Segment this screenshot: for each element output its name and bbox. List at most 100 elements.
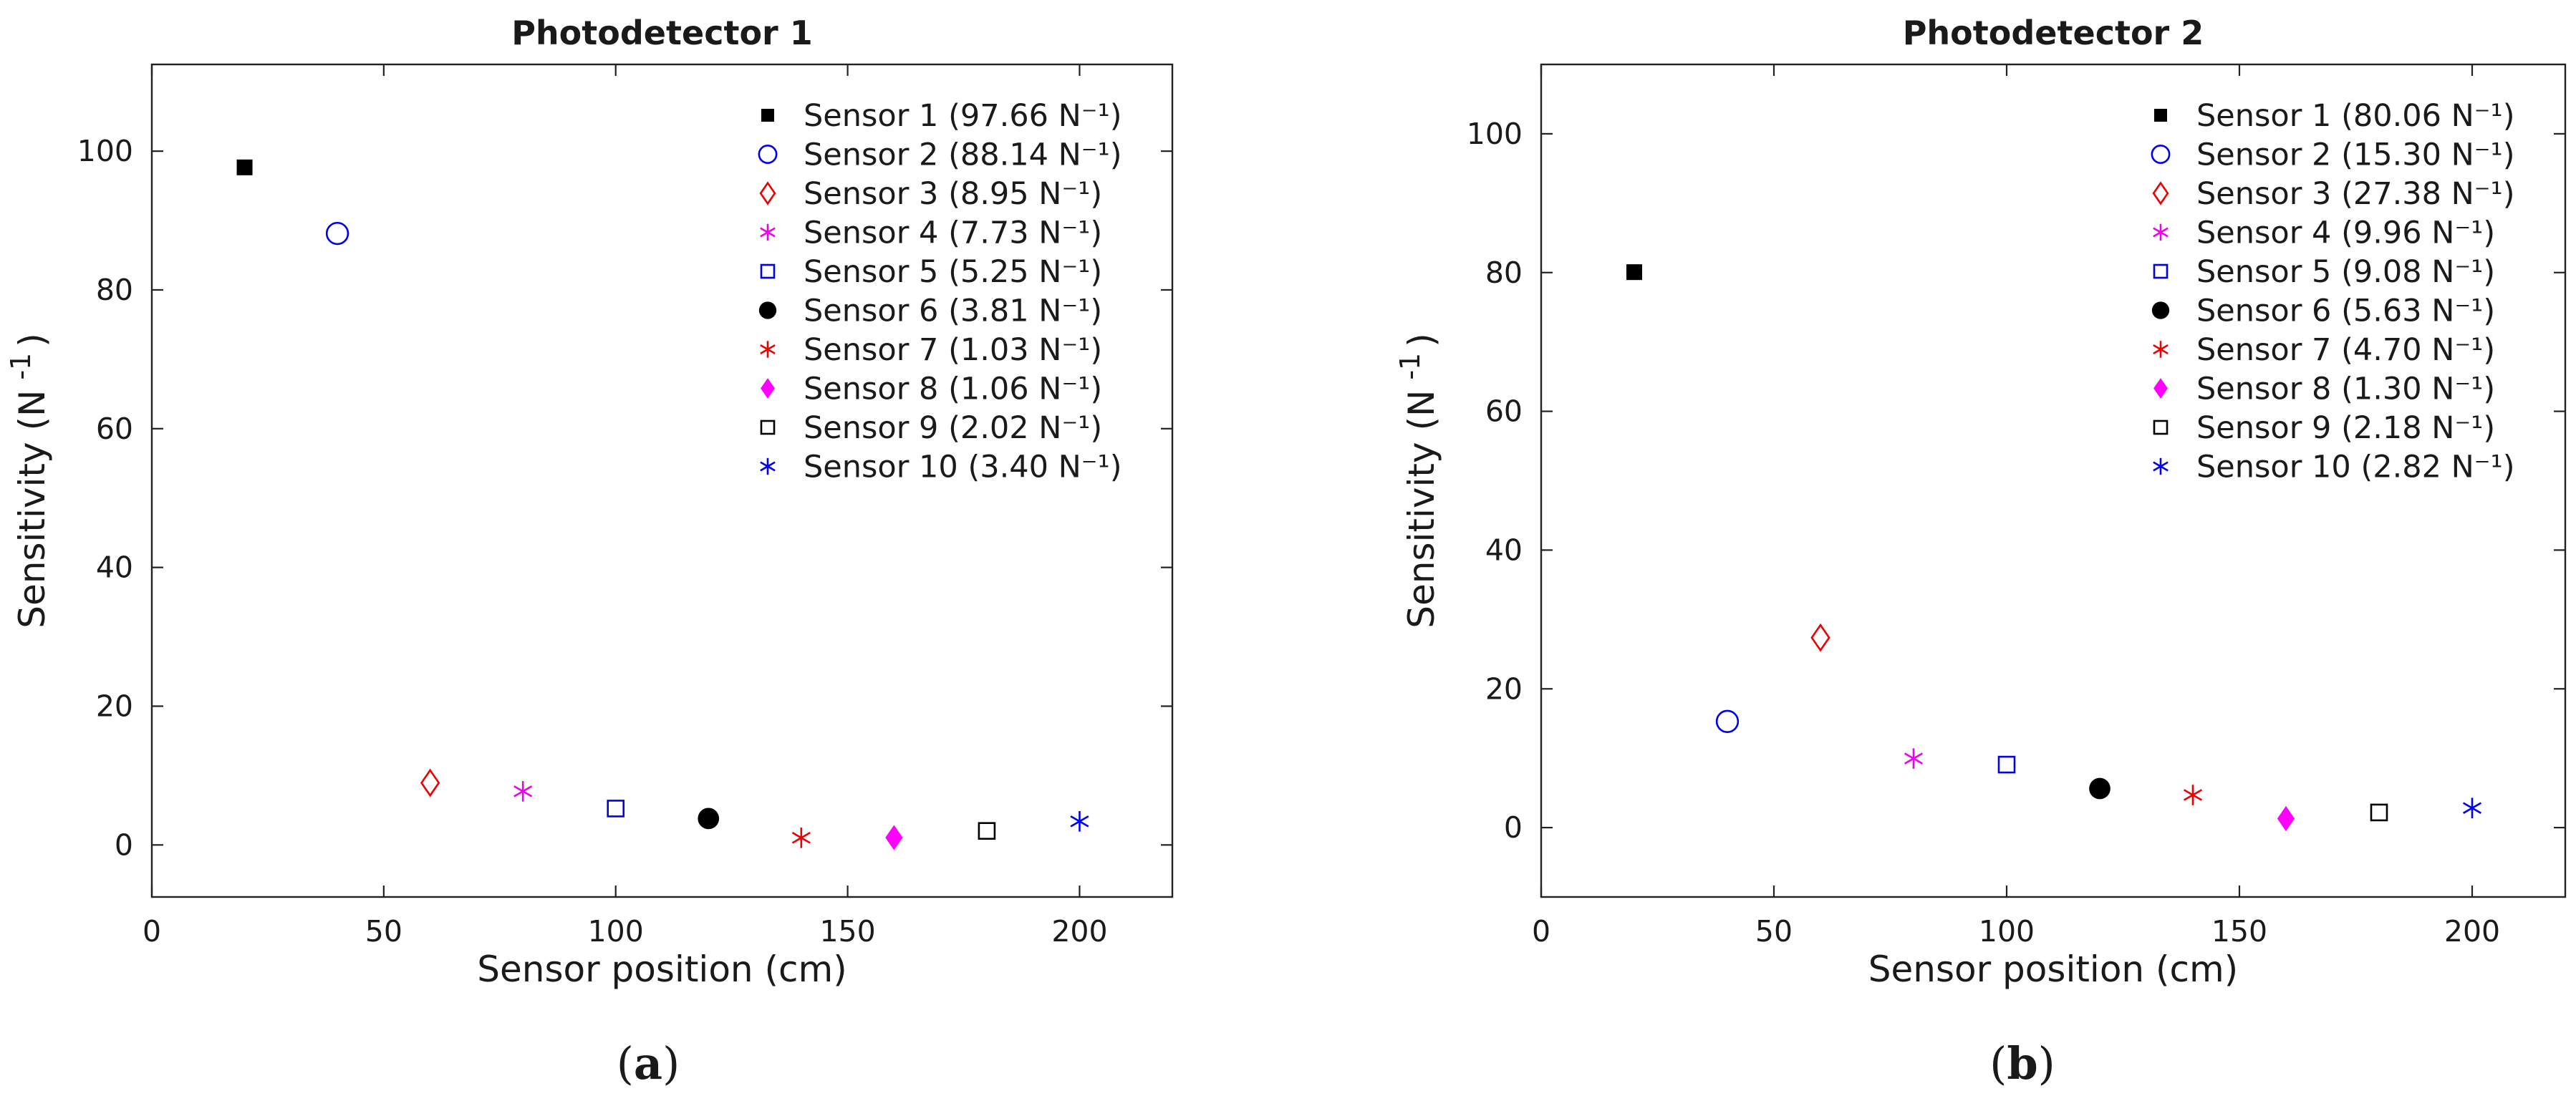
caption-letter: a — [634, 1037, 662, 1090]
diamond-shape — [420, 768, 440, 797]
data-point-sensor-7 — [2183, 785, 2203, 805]
circle-shape — [325, 221, 349, 246]
data-point-sensor-4 — [1904, 748, 1924, 769]
data-point-sensor-6 — [2089, 777, 2111, 800]
legend-marker-sensor-3 — [759, 181, 776, 205]
y-tick-label: 60 — [96, 412, 133, 446]
asterisk-stroke — [1904, 752, 1924, 765]
x-tick-label: 200 — [2444, 914, 2500, 949]
data-point-sensor-1 — [1626, 264, 1642, 281]
legend: Sensor 1 (97.66 N⁻¹)Sensor 2 (88.14 N⁻¹)… — [758, 98, 1122, 485]
square-shape — [1997, 755, 2016, 774]
legend-marker-sensor-3 — [2152, 181, 2169, 205]
legend-marker-sensor-10 — [2153, 457, 2169, 475]
asterisk-stroke — [513, 785, 533, 797]
legend-entry-sensor-1: Sensor 1 (80.06 N⁻¹) — [2196, 98, 2515, 134]
square-shape — [2370, 803, 2388, 822]
circle-shape — [1715, 709, 1740, 733]
legend-entry-sensor-3: Sensor 3 (27.38 N⁻¹) — [2196, 176, 2515, 212]
diamond-shape — [761, 378, 775, 399]
data-point-sensor-1 — [236, 159, 253, 175]
square-shape — [978, 822, 996, 840]
chart-panel-2: Photodetector 20 50 100 150 200020406080100S… — [1394, 14, 2567, 1090]
data-point-sensor-3 — [1810, 623, 1830, 652]
y-tick-label: 40 — [1485, 533, 1523, 567]
data-point-sensor-5 — [607, 800, 625, 818]
legend-entry-sensor-7: Sensor 7 (1.03 N⁻¹) — [804, 332, 1102, 368]
caption-open: ( — [1989, 1037, 2007, 1090]
y-tick-label: 40 — [96, 550, 133, 585]
y-tick-label: 80 — [96, 273, 133, 307]
diamond-shape — [2153, 378, 2168, 399]
legend-marker-sensor-9 — [760, 419, 776, 435]
data-point-sensor-2 — [325, 221, 349, 246]
plot-frame — [1540, 63, 2567, 898]
data-point-sensor-7 — [791, 828, 811, 848]
x-tick-label: 150 — [819, 914, 875, 949]
y-axis-label: Sensitivity (N -1) — [1394, 333, 1442, 629]
square-shape — [760, 419, 776, 435]
circle-shape — [2151, 301, 2170, 319]
asterisk-stroke — [1070, 815, 1089, 828]
legend-entry-sensor-8: Sensor 8 (1.30 N⁻¹) — [2196, 372, 2495, 407]
diamond-shape — [2277, 805, 2295, 832]
legend-entry-sensor-6: Sensor 6 (3.81 N⁻¹) — [804, 294, 1102, 329]
plot-frame — [150, 63, 1174, 898]
data-point-sensor-8 — [2277, 805, 2295, 832]
y-tick-label: 60 — [1485, 394, 1523, 429]
y-axis-label-superscript: -1 — [5, 353, 37, 380]
legend-entry-sensor-5: Sensor 5 (5.25 N⁻¹) — [804, 254, 1102, 290]
asterisk-stroke — [2153, 344, 2169, 354]
legend-marker-sensor-2 — [2151, 145, 2171, 164]
y-axis-label: Sensitivity (N -1) — [5, 333, 53, 629]
data-point-sensor-10 — [2462, 797, 2482, 819]
legend-entry-sensor-2: Sensor 2 (88.14 N⁻¹) — [804, 137, 1122, 173]
legend-entry-sensor-9: Sensor 9 (2.18 N⁻¹) — [2196, 410, 2495, 446]
legend-marker-sensor-6 — [2151, 301, 2170, 319]
y-tick-label: 80 — [1485, 256, 1523, 290]
legend-entry-sensor-6: Sensor 6 (5.63 N⁻¹) — [2196, 294, 2495, 329]
legend-entry-sensor-10: Sensor 10 (2.82 N⁻¹) — [2196, 450, 2515, 485]
circle-shape — [758, 301, 777, 319]
y-axis-label-superscript: -1 — [1394, 353, 1426, 380]
legend-marker-sensor-6 — [758, 301, 777, 319]
diamond-shape — [885, 825, 903, 850]
legend-entry-sensor-9: Sensor 9 (2.02 N⁻¹) — [804, 410, 1102, 446]
y-axis-label-close: ) — [11, 333, 53, 347]
y-tick-label: 0 — [115, 828, 133, 862]
data-point-sensor-9 — [2370, 803, 2388, 822]
circle-shape — [2151, 145, 2171, 164]
legend-entry-sensor-10: Sensor 10 (3.40 N⁻¹) — [804, 450, 1122, 485]
y-axis-label-main: Sensitivity (N — [11, 390, 53, 629]
legend-marker-sensor-8 — [761, 378, 775, 399]
circle-shape — [698, 807, 720, 830]
legend-marker-sensor-9 — [2153, 419, 2169, 435]
data-point-sensor-8 — [885, 825, 903, 850]
data-point-sensor-5 — [1997, 755, 2016, 774]
legend-entry-sensor-4: Sensor 4 (7.73 N⁻¹) — [804, 215, 1102, 251]
x-axis-label: Sensor position (cm) — [477, 949, 846, 990]
x-tick-label: 200 — [1051, 914, 1107, 949]
caption-close: ) — [662, 1037, 680, 1090]
x-axis-label: Sensor position (cm) — [1868, 949, 2238, 990]
legend: Sensor 1 (80.06 N⁻¹)Sensor 2 (15.30 N⁻¹)… — [2151, 98, 2515, 485]
chart-title: Photodetector 2 — [1903, 14, 2204, 52]
diamond-shape — [759, 181, 776, 205]
square-shape — [2154, 109, 2167, 122]
y-tick-label: 20 — [96, 689, 133, 723]
x-tick-label: 50 — [1755, 914, 1793, 949]
square-shape — [607, 800, 625, 818]
x-tick-label: 150 — [2211, 914, 2267, 949]
square-shape — [236, 159, 253, 175]
legend-marker-sensor-7 — [760, 341, 776, 358]
data-point-sensor-9 — [978, 822, 996, 840]
circle-shape — [758, 145, 778, 164]
asterisk-stroke — [791, 832, 811, 844]
legend-entry-sensor-4: Sensor 4 (9.96 N⁻¹) — [2196, 215, 2495, 251]
y-tick-label: 0 — [1504, 810, 1523, 845]
asterisk-stroke — [2462, 802, 2482, 815]
square-shape — [1626, 264, 1642, 281]
legend-entry-sensor-5: Sensor 5 (9.08 N⁻¹) — [2196, 254, 2495, 290]
square-shape — [760, 263, 776, 279]
